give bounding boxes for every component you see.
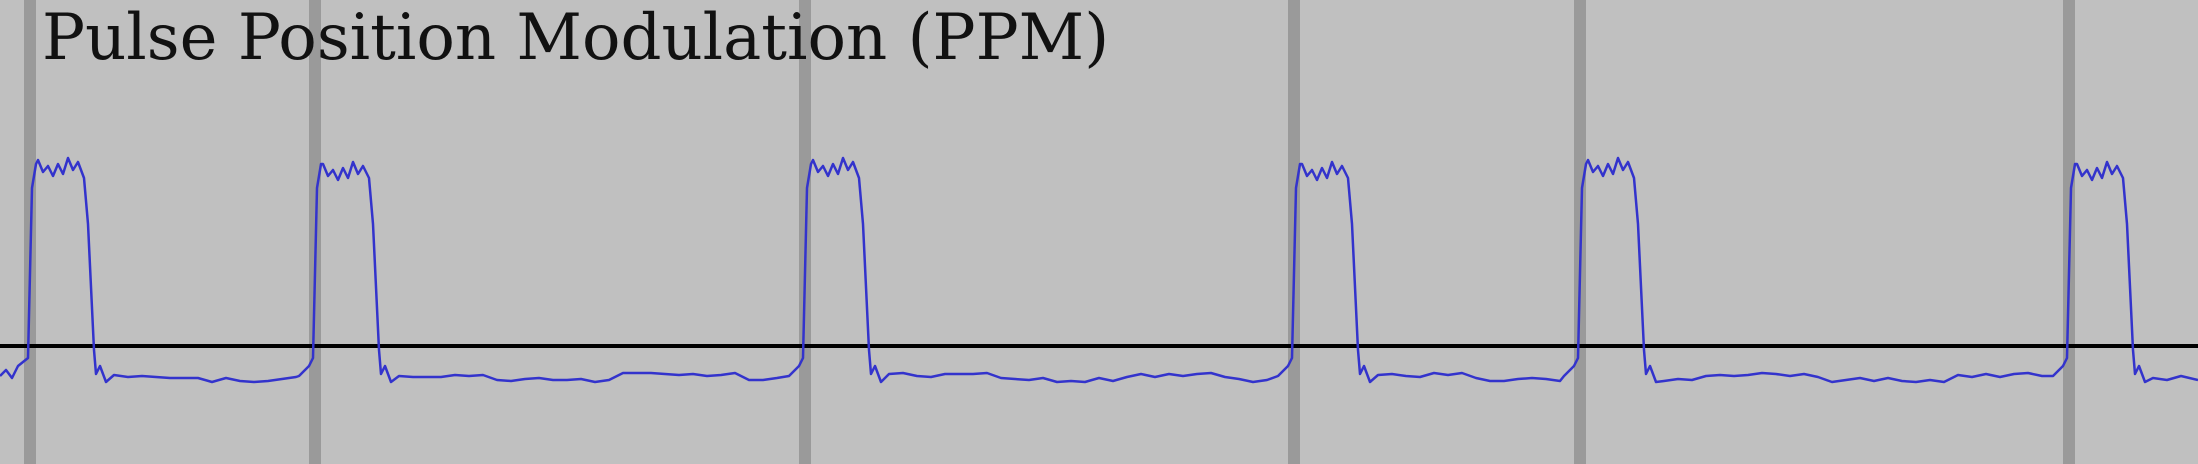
timing-markers xyxy=(24,0,2075,464)
ppm-signal-trace xyxy=(0,156,2198,384)
